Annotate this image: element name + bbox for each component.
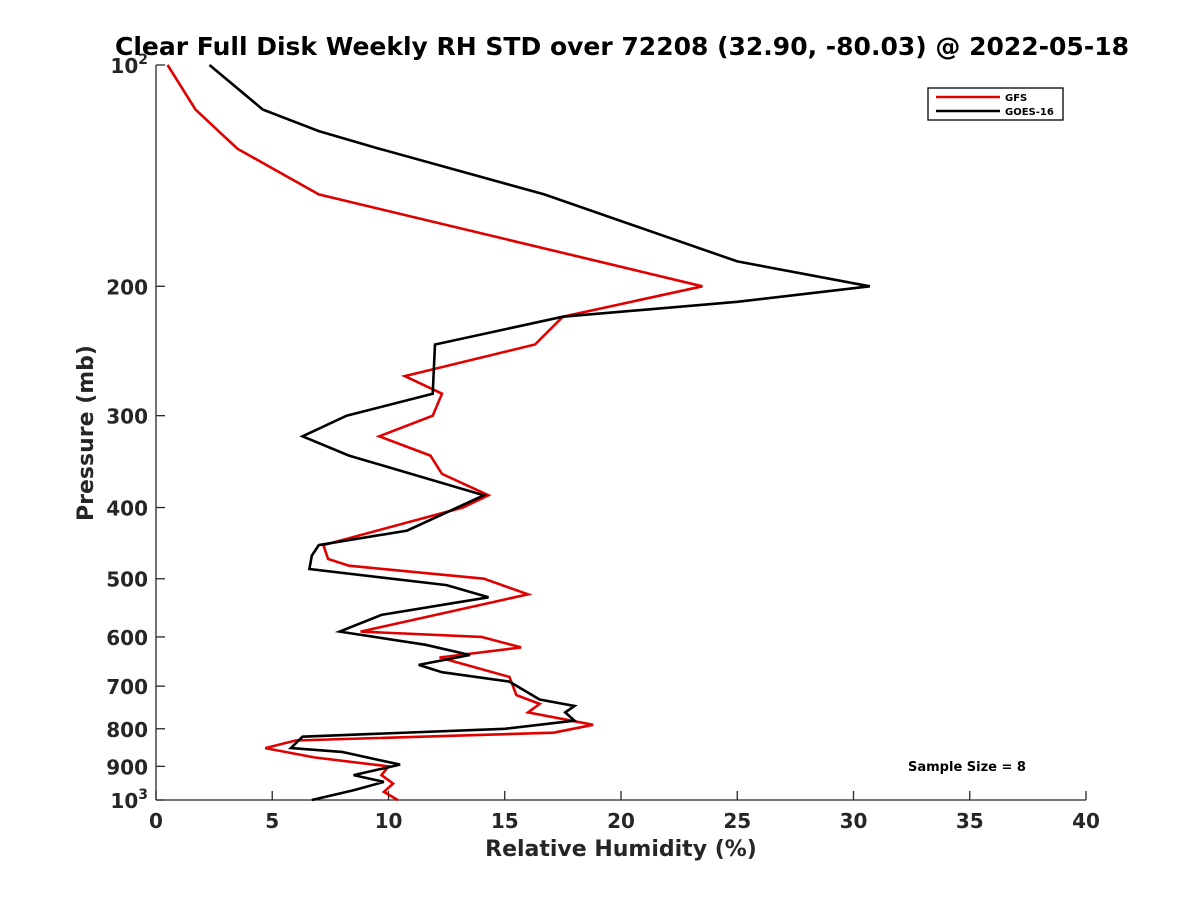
legend-label-goes-16: GOES-16: [1005, 107, 1054, 118]
series-line-goes-16: [208, 64, 871, 802]
series-layer: [166, 64, 871, 802]
x-tick-label: 15: [491, 809, 519, 833]
y-tick-label: 102: [110, 52, 148, 78]
y-tick-label: 900: [106, 755, 148, 779]
chart-title: Clear Full Disk Weekly RH STD over 72208…: [115, 32, 1129, 61]
x-tick-label: 35: [956, 809, 984, 833]
series-line-gfs: [166, 64, 703, 802]
x-tick-label: 30: [840, 809, 868, 833]
y-tick-label: 300: [106, 405, 148, 429]
y-tick-label: 800: [106, 718, 148, 742]
x-axis-label: Relative Humidity (%): [485, 837, 757, 862]
x-tick-label: 25: [723, 809, 751, 833]
y-tick-label: 700: [106, 675, 148, 699]
x-tick-label: 40: [1072, 809, 1100, 833]
y-tick-label: 200: [106, 275, 148, 299]
x-tick-label: 0: [149, 809, 163, 833]
legend-label-gfs: GFS: [1005, 93, 1027, 104]
y-tick-label: 103: [110, 787, 148, 813]
y-tick-label: 600: [106, 626, 148, 650]
x-tick-label: 20: [607, 809, 635, 833]
x-tick-label: 10: [375, 809, 403, 833]
x-axis-ticks: 0 5 10 15 20 25 30 35 40: [149, 791, 1100, 833]
x-tick-label: 5: [265, 809, 279, 833]
y-axis-ticks: 102 200 300 400 500 600 700 800 900 103: [106, 52, 165, 813]
legend-box: [927, 87, 1064, 121]
plot-axes: [155, 65, 1086, 801]
y-tick-label: 500: [106, 568, 148, 592]
y-axis-label: Pressure (mb): [74, 345, 99, 521]
y-tick-label: 400: [106, 497, 148, 521]
sample-size-annotation: Sample Size = 8: [908, 760, 1026, 775]
legend: GFS GOES-16: [927, 87, 1064, 121]
